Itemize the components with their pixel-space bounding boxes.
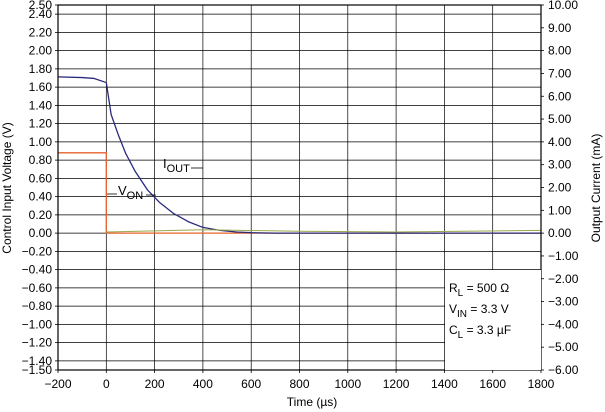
y-right-tick-label: −5.00 <box>548 340 579 354</box>
y-right-tick-label: 6.00 <box>548 89 572 103</box>
y-right-tick-label: −1.00 <box>548 249 579 263</box>
x-axis-ticks: −200 0 200 400 600 800 1000 1200 1400 1600 1800 <box>44 370 555 391</box>
y-left-tick-label: 2.00 <box>29 44 53 58</box>
series-line-baseline <box>106 229 542 233</box>
y-left-tick-label: 2.20 <box>29 25 53 39</box>
y-left-tick-label: 0.80 <box>29 153 53 167</box>
y-left-tick-label: 0.60 <box>29 171 53 185</box>
y-left-tick-label: 2.50 <box>29 0 53 12</box>
y-right-tick-label: 1.00 <box>548 203 572 217</box>
series-lines <box>57 76 542 234</box>
y-right-tick-label: 3.00 <box>548 158 572 172</box>
x-tick-label: 1400 <box>431 377 458 391</box>
y-right-tick-label: 7.00 <box>548 66 572 80</box>
y-right-tick-label: −2.00 <box>548 272 579 286</box>
y-left-tick-label: −0.40 <box>22 263 53 277</box>
y-left-tick-label: −1.40 <box>22 354 53 368</box>
y-right-tick-label: 10.00 <box>548 0 578 12</box>
y-left-tick-label: 1.60 <box>29 80 53 94</box>
condition-rl: RL = 500 Ω <box>449 281 509 299</box>
y-left-tick-label: −1.00 <box>22 317 53 331</box>
y-left-tick-label: 2.40 <box>29 7 53 21</box>
y-left-tick-label: −1.20 <box>22 336 53 350</box>
v-on-label: VON <box>107 183 156 202</box>
plot-frame <box>57 4 542 371</box>
series-line-i-out <box>57 76 541 234</box>
y-left-tick-label: 1.20 <box>29 117 53 131</box>
i-out-label: IOUT <box>163 156 203 175</box>
svg-text:IOUT: IOUT <box>163 156 190 175</box>
left-axis-ticks: 2.502.40 2.20 2.00 1.80 1.60 1.40 1.20 1.00 0.80… <box>22 0 58 377</box>
x-tick-label: 800 <box>289 377 309 391</box>
x-tick-label: 1200 <box>383 377 410 391</box>
svg-text:VON: VON <box>118 183 143 202</box>
y-right-tick-label: −3.00 <box>548 295 579 309</box>
x-tick-label: 200 <box>145 377 165 391</box>
conditions-box: RL = 500 Ω VIN = 3.3 V CL = 3.3 µF <box>445 270 541 370</box>
x-tick-label: 1800 <box>528 377 555 391</box>
y-right-tick-label: 0.00 <box>548 226 572 240</box>
x-tick-label: 1600 <box>479 377 506 391</box>
y-left-tick-label: −0.20 <box>22 244 53 258</box>
condition-vin: VIN = 3.3 V <box>449 302 509 320</box>
y-right-axis-label: Output Current (mA) <box>589 134 603 243</box>
y-left-tick-label: 1.40 <box>29 98 53 112</box>
y-right-tick-label: 5.00 <box>548 112 572 126</box>
x-tick-label: 400 <box>193 377 213 391</box>
y-right-tick-label: −6.00 <box>548 363 579 377</box>
x-tick-label: 0 <box>103 377 110 391</box>
y-left-tick-label: 0.40 <box>29 190 53 204</box>
y-left-tick-label: −1.50 <box>22 363 53 377</box>
x-axis-label: Time (µs) <box>287 395 337 409</box>
y-right-tick-label: 2.00 <box>548 181 572 195</box>
y-right-tick-label: 8.00 <box>548 44 572 58</box>
y-right-tick-label: 4.00 <box>548 135 572 149</box>
y-right-tick-label: 9.00 <box>548 21 572 35</box>
y-left-tick-label: 0.20 <box>29 208 53 222</box>
y-left-tick-label: 1.80 <box>29 62 53 76</box>
x-tick-label: 1000 <box>334 377 361 391</box>
condition-cl: CL = 3.3 µF <box>449 323 511 341</box>
y-left-tick-label: 1.00 <box>29 135 53 149</box>
y-right-tick-label: −4.00 <box>548 317 579 331</box>
x-tick-label: 600 <box>241 377 261 391</box>
x-tick-label: −200 <box>44 377 71 391</box>
y-left-axis-label: Control Input Voltage (V) <box>0 122 14 253</box>
right-axis-ticks: 10.00 9.00 8.00 7.00 6.00 5.00 4.00 3.00 2.00 1.0… <box>541 0 579 377</box>
y-left-tick-label: −0.80 <box>22 299 53 313</box>
y-left-tick-label: 0.00 <box>29 226 53 240</box>
y-left-tick-label: −0.60 <box>22 281 53 295</box>
